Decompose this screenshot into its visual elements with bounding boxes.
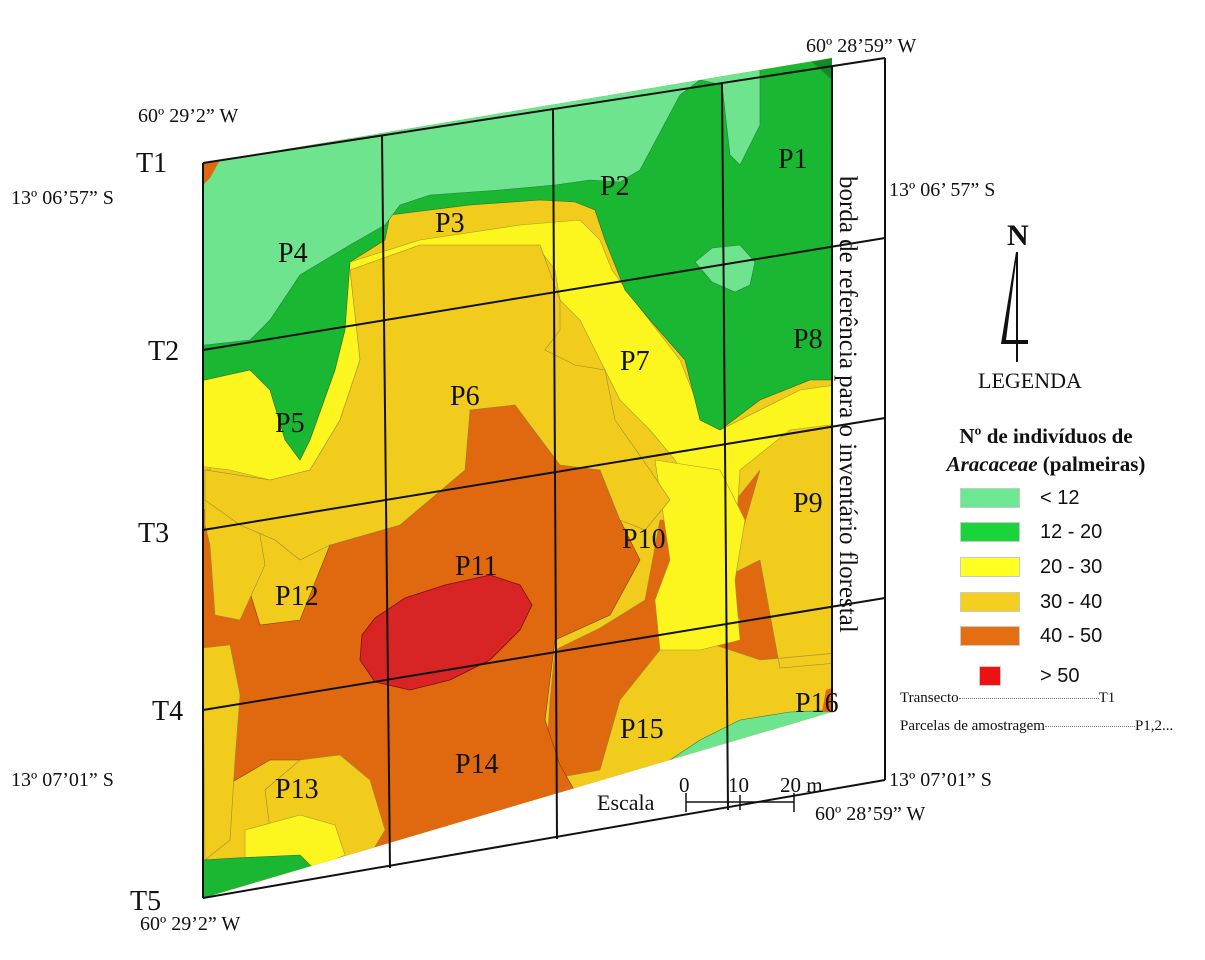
legend-swatch — [960, 626, 1020, 646]
plot-label: P6 — [450, 381, 480, 412]
plot-labels: P1 P2 P3 P4 P5 P6 P7 P8 P9 P10 P11 P12 P… — [275, 144, 839, 805]
legend-title-line2: Aracaceae (palmeiras) — [906, 450, 1186, 478]
legend-item: > 50 — [960, 665, 1079, 687]
zone-gt50 — [359, 574, 533, 691]
legend-swatch — [979, 666, 1001, 686]
scale-bar: Escala 0 10 20 m — [597, 773, 823, 815]
north-arrow-icon: N — [1001, 219, 1029, 362]
scale-tick-0: 0 — [679, 773, 690, 797]
legend-swatch — [960, 522, 1020, 542]
legend-swatch — [960, 488, 1020, 508]
zone-lt12-pocket — [694, 244, 756, 293]
legend-swatch — [960, 592, 1020, 612]
scale-label: Escala — [597, 790, 655, 815]
scale-tick-20: 20 m — [780, 773, 823, 797]
legend-label: > 50 — [1040, 664, 1080, 687]
key-label: Parcelas de amostragem — [900, 718, 1045, 734]
legend-title-taxon: Aracaceae — [946, 452, 1038, 476]
legend-item: < 12 — [960, 487, 1079, 509]
plot-label: P7 — [620, 346, 650, 377]
scale-tick-10: 10 — [728, 773, 749, 797]
plot-label: P8 — [793, 324, 823, 355]
corner-speck — [812, 58, 832, 80]
north-label: N — [1007, 219, 1029, 252]
legend-label: 30 - 40 — [1040, 590, 1103, 613]
plot-label: P14 — [455, 749, 499, 780]
corner-speck — [203, 160, 220, 185]
plot-label: P4 — [278, 238, 308, 269]
coord-top-left-lat: 13º 06’57” S — [11, 187, 114, 209]
plot-label: P15 — [620, 714, 664, 745]
plot-label: P9 — [793, 488, 823, 519]
legend-title-rest: (palmeiras) — [1042, 452, 1146, 476]
zone-20-30-right — [654, 459, 746, 651]
corner-speck — [822, 688, 832, 712]
zone-12-20-bottomleft — [203, 854, 316, 898]
plot-label: P1 — [778, 144, 808, 175]
key-plots: Parcelas de amostragem P1,2... — [900, 718, 1173, 735]
key-value: P1,2... — [1134, 718, 1174, 734]
coord-bottom-left-lon: 60º 29’2” W — [140, 913, 240, 935]
legend-label: 12 - 20 — [1040, 520, 1103, 543]
key-label: Transecto — [900, 690, 959, 706]
coord-top-right-lon: 60º 28’59” W — [806, 35, 916, 57]
transect-label: T3 — [138, 518, 169, 549]
transect-label: T2 — [148, 336, 179, 367]
key-value: T1 — [1098, 690, 1116, 706]
coord-bottom-right-lat: 13º 07’01” S — [889, 769, 992, 791]
plot-label: P11 — [455, 551, 498, 582]
coordinate-labels: 60º 29’2” W 60º 28’59” W 13º 06’57” S 13… — [11, 35, 995, 935]
edge-label: borda de referência para o inventário fl… — [834, 176, 861, 633]
legend-title: Nº de indivíduos de Aracaceae (palmeiras… — [906, 422, 1186, 478]
legend-heading: LEGENDA — [978, 368, 1082, 393]
transect-label: T1 — [136, 148, 167, 179]
legend-label: 20 - 30 — [1040, 555, 1103, 578]
legend-item: 12 - 20 — [960, 521, 1102, 543]
coord-bottom-left-lat: 13º 07’01” S — [11, 769, 114, 791]
coord-top-left-lon: 60º 29’2” W — [138, 105, 238, 127]
plot-label: P12 — [275, 581, 319, 612]
legend-title-line1: Nº de indivíduos de — [959, 424, 1133, 448]
key-leader — [1044, 726, 1135, 728]
plot-label: P10 — [622, 524, 666, 555]
legend-label: < 12 — [1040, 486, 1080, 509]
key-leader — [958, 698, 1099, 700]
transect-label: T5 — [130, 886, 161, 917]
plot-label: P5 — [275, 408, 305, 439]
legend-item: 30 - 40 — [960, 591, 1102, 613]
legend-item: 20 - 30 — [960, 556, 1102, 578]
plot-label: P3 — [435, 208, 465, 239]
coord-top-right-lat: 13º 06’ 57” S — [889, 179, 995, 201]
legend-swatch — [960, 557, 1020, 577]
coord-bottom-right-lon: 60º 28’59” W — [815, 803, 925, 825]
transect-label: T4 — [152, 696, 183, 727]
plot-label: P2 — [600, 171, 630, 202]
legend-item: 40 - 50 — [960, 625, 1102, 647]
key-transect: Transecto T1 — [900, 690, 1115, 707]
plot-label: P16 — [795, 688, 839, 719]
grid-lines — [202, 57, 886, 899]
plot-label: P13 — [275, 774, 319, 805]
legend-label: 40 - 50 — [1040, 624, 1103, 647]
